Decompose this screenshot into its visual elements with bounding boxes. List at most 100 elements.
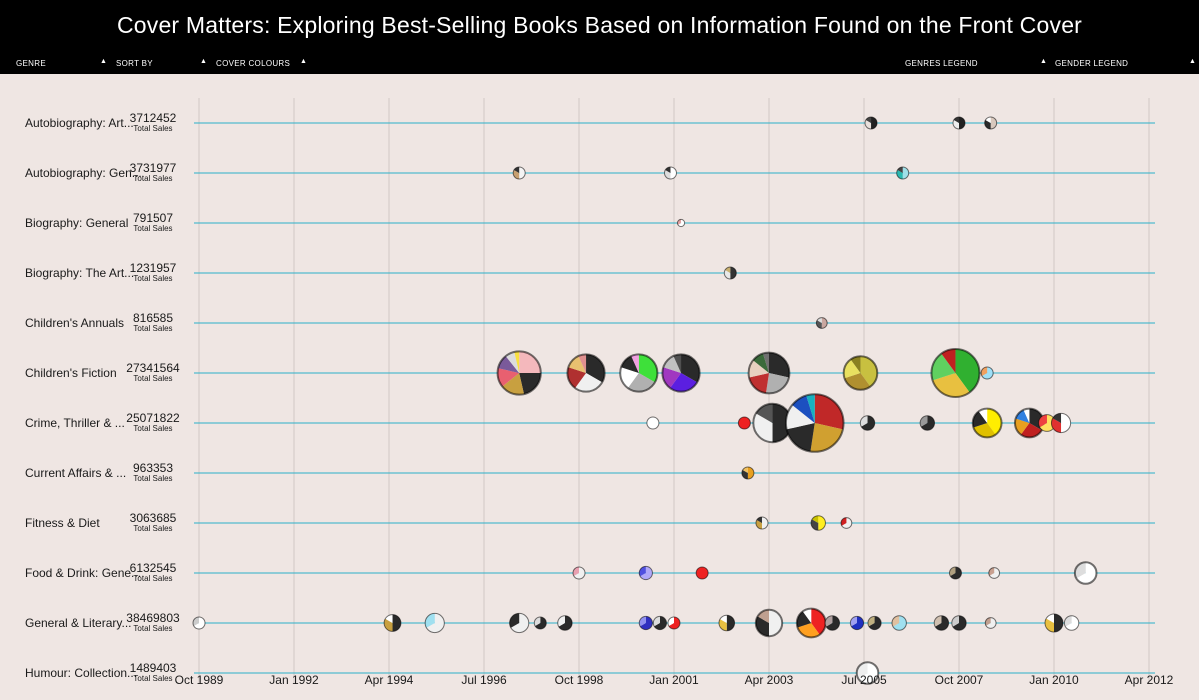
pie-slice (753, 353, 769, 373)
book-pie-marker[interactable] (842, 355, 879, 391)
book-pie-marker[interactable] (971, 407, 1003, 439)
row-total-label: Total Sales (133, 274, 172, 283)
x-tick-label: Jan 2001 (649, 673, 699, 687)
book-pie-marker[interactable] (1050, 412, 1072, 434)
x-tick-label: Jul 2005 (841, 673, 887, 687)
book-pie-marker[interactable] (1038, 414, 1056, 432)
book-pie-marker[interactable] (566, 353, 606, 393)
book-pie-marker[interactable] (891, 615, 907, 631)
book-pie-marker[interactable] (676, 218, 686, 228)
pie-slice (505, 351, 520, 373)
pie-outline (980, 366, 994, 380)
book-pie-marker[interactable] (795, 607, 827, 639)
book-pie-marker[interactable] (533, 616, 547, 630)
row-total-label: Total Sales (133, 474, 172, 483)
book-pie-marker[interactable] (933, 615, 950, 631)
book-pie-marker[interactable] (980, 366, 994, 380)
book-pie-marker[interactable] (755, 516, 769, 530)
book-pie-marker[interactable] (192, 616, 206, 630)
genres-legend-label: GENRES LEGEND (905, 59, 978, 68)
book-pie-marker[interactable] (754, 608, 784, 638)
book-pie-marker[interactable] (867, 615, 882, 631)
book-pie-marker[interactable] (747, 351, 791, 395)
book-pie-marker[interactable] (810, 515, 826, 531)
pie-slice (1061, 413, 1071, 433)
pie-slice (786, 423, 815, 452)
pie-slice (810, 423, 843, 452)
row-label: Children's Fiction (25, 366, 117, 380)
pie-slice (1039, 414, 1056, 432)
pie-slice (668, 617, 681, 629)
pie-slice (498, 356, 520, 373)
book-pie-marker[interactable] (667, 616, 681, 630)
book-pie-marker[interactable] (864, 116, 878, 130)
pie-slice (802, 608, 812, 623)
book-pie-marker[interactable] (1044, 613, 1064, 633)
chevron-up-icon: ▲ (1040, 58, 1048, 65)
pie-slice (677, 219, 685, 227)
row-total-sales: 816585 (133, 311, 173, 325)
book-pie-marker[interactable] (737, 416, 751, 430)
book-pie-marker[interactable] (815, 317, 828, 329)
book-pie-marker[interactable] (652, 615, 668, 631)
pie-slice (935, 615, 949, 631)
page-title: Cover Matters: Exploring Best-Selling Bo… (116, 12, 1083, 38)
book-pie-marker[interactable] (919, 415, 936, 431)
book-pie-marker[interactable] (952, 116, 966, 130)
book-pie-marker[interactable] (984, 617, 997, 629)
book-pie-marker[interactable] (638, 615, 653, 631)
book-pie-marker[interactable] (661, 353, 701, 393)
pie-slice (921, 415, 935, 431)
book-pie-marker[interactable] (784, 393, 845, 453)
book-pie-marker[interactable] (619, 353, 659, 393)
book-pie-marker[interactable] (896, 166, 910, 180)
pie-slice (575, 373, 603, 392)
book-pie-marker[interactable] (930, 348, 981, 398)
x-tick-label: Oct 1989 (175, 673, 224, 687)
chevron-up-icon: ▲ (200, 58, 208, 65)
book-pie-marker[interactable] (984, 116, 998, 130)
book-pie-marker[interactable] (424, 612, 445, 634)
pie-slice (932, 373, 970, 398)
row-label: Current Affairs & ... (25, 466, 126, 480)
book-pie-marker[interactable] (509, 612, 530, 634)
book-pie-marker[interactable] (948, 566, 962, 580)
pie-slice (860, 356, 878, 387)
pie-slice (738, 417, 751, 429)
book-pie-marker[interactable] (496, 350, 542, 396)
book-pie-marker[interactable] (695, 566, 709, 580)
pie-slice (662, 367, 682, 389)
pie-outline (840, 517, 853, 529)
book-pie-marker[interactable] (859, 415, 876, 431)
book-pie-marker[interactable] (951, 615, 967, 631)
pie-outline (747, 351, 791, 395)
row-total-label: Total Sales (133, 324, 172, 333)
book-pie-marker[interactable] (824, 615, 841, 631)
pie-slice (952, 615, 967, 631)
row-total-label: Total Sales (133, 224, 172, 233)
book-pie-marker[interactable] (718, 614, 736, 632)
book-pie-marker[interactable] (723, 266, 737, 280)
book-pie-marker[interactable] (855, 661, 880, 685)
pie-outline (855, 661, 880, 685)
book-pie-marker[interactable] (557, 615, 573, 631)
book-pie-marker[interactable] (572, 566, 586, 580)
book-pie-marker[interactable] (1073, 561, 1098, 585)
pie-slice (726, 615, 735, 631)
pie-outline (383, 614, 402, 632)
book-pie-marker[interactable] (383, 614, 402, 632)
book-pie-marker[interactable] (741, 466, 755, 480)
chevron-up-icon: ▲ (1189, 58, 1197, 65)
pie-slice (990, 117, 997, 129)
book-pie-marker[interactable] (1063, 615, 1080, 631)
book-pie-marker[interactable] (988, 567, 1001, 579)
book-pie-marker[interactable] (663, 166, 677, 180)
book-pie-marker[interactable] (840, 517, 853, 529)
book-pie-marker[interactable] (512, 166, 526, 180)
pie-outline (952, 116, 966, 130)
book-pie-marker[interactable] (849, 615, 865, 631)
book-pie-marker[interactable] (638, 565, 653, 581)
row-total-label: Total Sales (133, 674, 172, 683)
book-pie-marker[interactable] (646, 416, 660, 430)
row-label: Biography: General (25, 216, 128, 230)
